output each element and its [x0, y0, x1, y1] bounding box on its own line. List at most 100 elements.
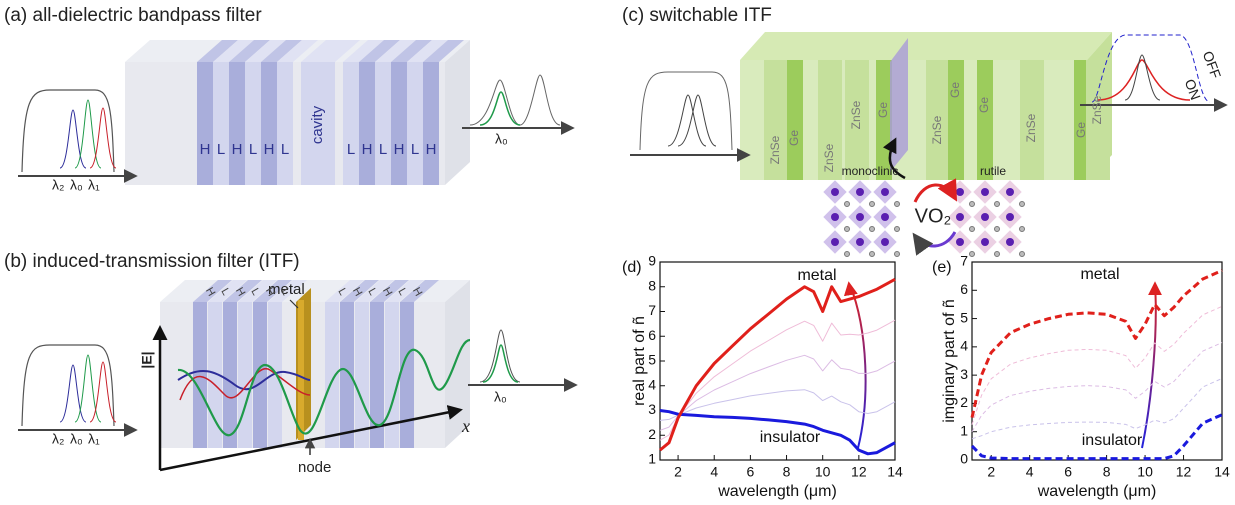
- x-tick-label: 4: [710, 464, 718, 480]
- x-tick-label: 8: [783, 464, 791, 480]
- y-tick-label: 3: [648, 401, 656, 417]
- layer: [977, 60, 993, 180]
- layer: [238, 302, 252, 448]
- atom: [995, 227, 1000, 232]
- atom: [970, 252, 975, 257]
- annotation: insulator: [760, 429, 821, 446]
- box-top: [740, 32, 1112, 60]
- y-tick-label: 7: [960, 253, 968, 269]
- wavelength-label: λ₂: [52, 431, 64, 447]
- y-tick-label: 0: [960, 451, 968, 467]
- atom: [1006, 213, 1014, 221]
- layer: [407, 62, 423, 185]
- atom: [870, 202, 875, 207]
- input-peaks: [668, 95, 716, 146]
- data-line: [972, 271, 1222, 418]
- chart-title: (d): [622, 259, 642, 276]
- layer: [197, 62, 213, 185]
- material-label: VO₂: [915, 205, 952, 227]
- layer-label: L: [249, 141, 257, 158]
- layer: [787, 60, 803, 180]
- layer-label: H: [426, 141, 437, 158]
- atom: [1006, 238, 1014, 246]
- y-tick-label: 2: [960, 394, 968, 410]
- x-tick-label: 12: [1176, 464, 1192, 480]
- x-tick-label: 10: [815, 464, 831, 480]
- layer-label: H: [362, 141, 373, 158]
- layer: [245, 62, 261, 185]
- layer: [400, 302, 414, 448]
- metal-layer: [298, 300, 304, 440]
- field-axis-label: |E|: [139, 351, 155, 368]
- atom: [995, 202, 1000, 207]
- layer: [325, 302, 339, 448]
- atom: [870, 227, 875, 232]
- wavelength-label: λ₁: [88, 177, 100, 193]
- atom: [956, 213, 964, 221]
- layer-label: ZnSe: [849, 100, 863, 129]
- layer-label: ZnSe: [1090, 95, 1104, 124]
- phase-label: rutile: [980, 164, 1006, 178]
- layer-label: Ge: [787, 130, 801, 146]
- layer-label: H: [394, 141, 405, 158]
- atom: [881, 213, 889, 221]
- output-peak: [483, 345, 518, 382]
- x-tick-label: 12: [851, 464, 867, 480]
- layer-label: ZnSe: [930, 115, 944, 144]
- output-spectrum: [470, 75, 560, 125]
- layer-label: L: [217, 141, 225, 158]
- atom: [970, 227, 975, 232]
- panel-title: (b) induced-transmission filter (ITF): [4, 251, 300, 272]
- layer: [213, 62, 229, 185]
- x-tick-label: 6: [746, 464, 754, 480]
- panel-title: (a) all-dielectric bandpass filter: [4, 5, 262, 26]
- layer-label: L: [379, 141, 387, 158]
- x-tick-label: 6: [1064, 464, 1072, 480]
- atom: [1006, 188, 1014, 196]
- atom: [1020, 252, 1025, 257]
- layer-label: L: [347, 141, 355, 158]
- y-axis-label: real part of ñ: [631, 316, 648, 406]
- peak: [75, 100, 101, 168]
- wavelength-label: λ₂: [52, 177, 64, 193]
- layer: [261, 62, 277, 185]
- on-peak: [1125, 55, 1160, 100]
- layer: [229, 62, 245, 185]
- layer: [355, 302, 369, 448]
- wavelength-label: λ₀: [495, 131, 508, 147]
- peak: [60, 365, 86, 422]
- wavelength-label: λ₁: [88, 431, 100, 447]
- y-tick-label: 6: [960, 281, 968, 297]
- x-tick-label: 2: [987, 464, 995, 480]
- figure: (a) all-dielectric bandpass filter (b) i…: [0, 0, 1235, 505]
- input-spectrum: [22, 345, 114, 426]
- y-tick-label: 6: [648, 327, 656, 343]
- off-label: OFF: [1200, 49, 1225, 81]
- layer-label: ZnSe: [822, 143, 836, 172]
- box-side: [445, 40, 470, 185]
- wavelength-label: λ₀: [70, 177, 83, 193]
- annotation: metal: [1080, 266, 1119, 283]
- atom: [1020, 202, 1025, 207]
- data-line: [660, 355, 895, 430]
- layer: [375, 62, 391, 185]
- y-axis-label: imginary part of ñ: [941, 299, 958, 423]
- atom: [845, 227, 850, 232]
- layer: [340, 302, 354, 448]
- data-line: [660, 279, 895, 450]
- y-tick-label: 7: [648, 302, 656, 318]
- peak: [75, 355, 101, 422]
- chart-title: (e): [932, 259, 952, 276]
- y-tick-label: 4: [648, 376, 656, 392]
- atom: [856, 188, 864, 196]
- atom: [881, 238, 889, 246]
- y-tick-label: 5: [960, 309, 968, 325]
- plot-frame: [972, 262, 1222, 460]
- layer-label: Ge: [876, 102, 890, 118]
- layer: [223, 302, 237, 448]
- atom: [956, 188, 964, 196]
- output-spectrum: [480, 330, 520, 382]
- atom: [981, 238, 989, 246]
- atom: [895, 252, 900, 257]
- atom: [895, 202, 900, 207]
